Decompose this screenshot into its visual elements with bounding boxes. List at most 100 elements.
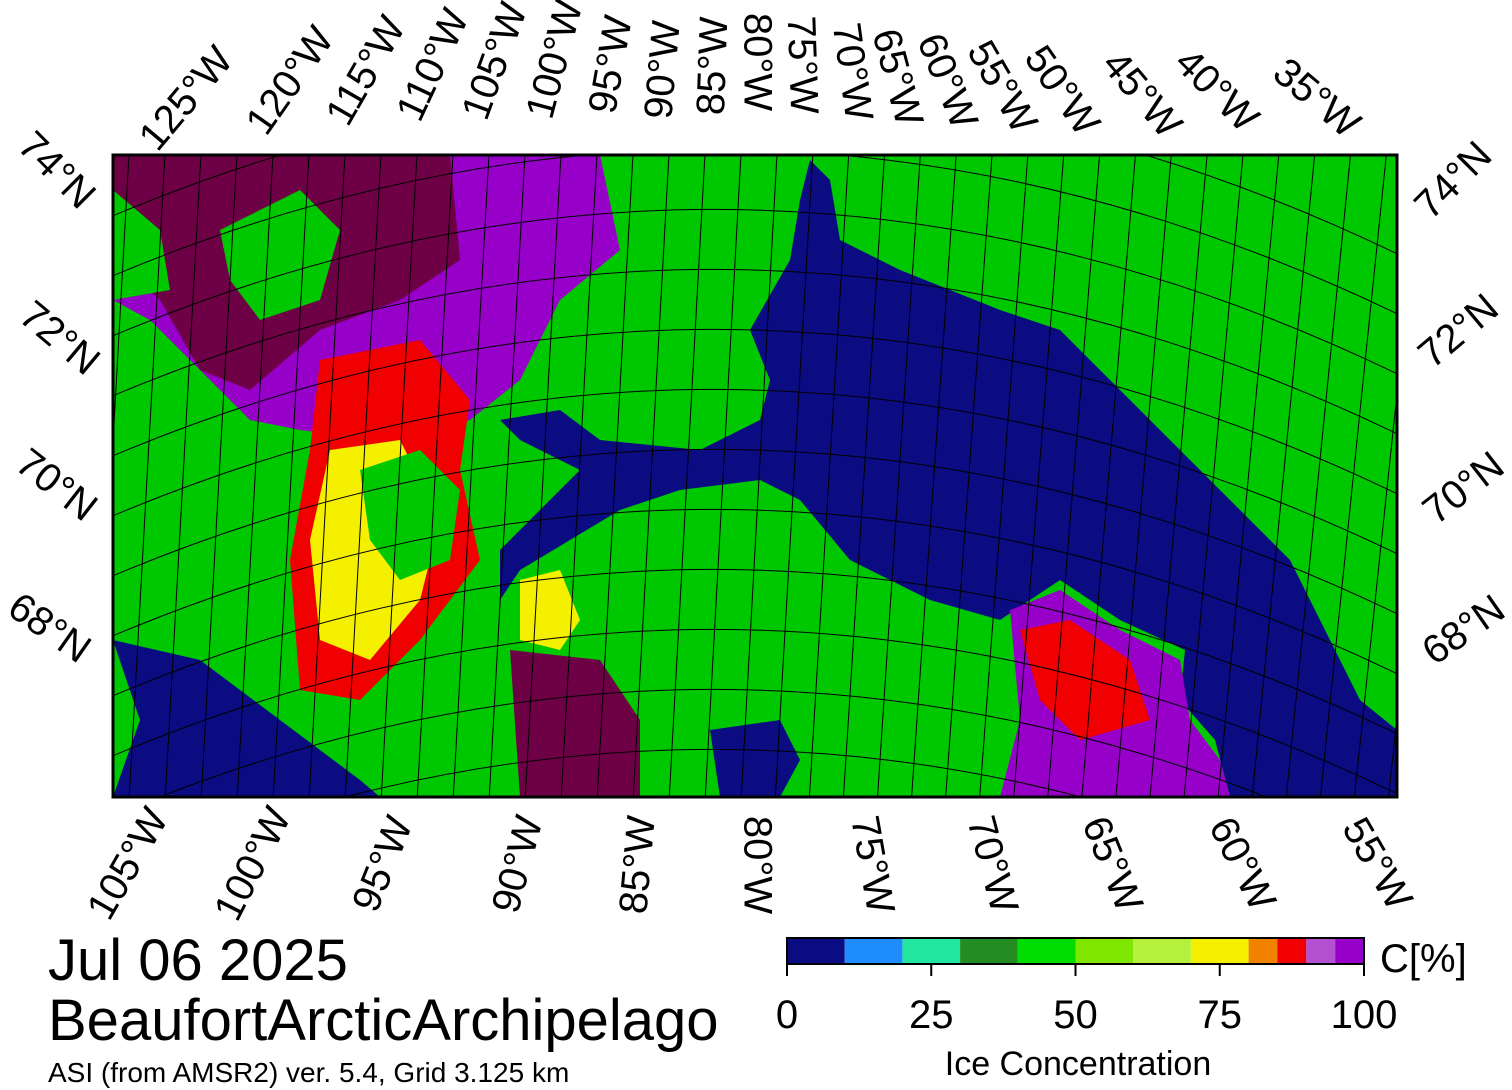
meridian: [236, 155, 274, 797]
colorbar-tick-label: 25: [909, 993, 954, 1037]
colorbar-segment: [1075, 938, 1134, 964]
coordinate-label: 72°N: [1410, 286, 1507, 377]
parallel: [113, 448, 1397, 615]
parallel: [113, 568, 1397, 735]
meridian: [452, 155, 490, 797]
meridian: [1285, 155, 1352, 797]
map-area: [113, 155, 1397, 797]
meridian: [1251, 155, 1316, 797]
sea: [500, 160, 1397, 797]
colorbar-label: Ice Concentration: [945, 1045, 1212, 1083]
meridian: [808, 155, 850, 797]
meridian: [668, 155, 706, 797]
meridian: [113, 155, 130, 452]
parallel: [113, 208, 1397, 375]
meridian: [1353, 388, 1397, 797]
meridian: [272, 155, 310, 797]
coordinate-label: 70°N: [1415, 443, 1512, 533]
meridian: [164, 155, 202, 797]
colorbar-tick-label: 100: [1331, 993, 1398, 1037]
coordinate-label: 40°W: [1166, 40, 1267, 141]
coordinate-label: 70°W: [958, 811, 1026, 918]
island: [220, 190, 340, 320]
coordinate-label: 80°W: [735, 816, 779, 914]
ice-area: [510, 650, 640, 797]
colorbar-unit: C[%]: [1380, 937, 1467, 981]
colorbar-segment: [787, 938, 845, 964]
coordinate-label: 45°W: [1093, 43, 1190, 147]
parallel: [113, 328, 1397, 495]
meridian: [1183, 155, 1244, 797]
region-name: BeaufortArcticArchipelago: [48, 988, 719, 1053]
meridian: [1081, 155, 1136, 797]
colorbar-tick-label: 50: [1053, 993, 1098, 1037]
coordinate-label: 90°W: [484, 811, 552, 918]
meridian: [380, 155, 418, 797]
coordinate-label: 85°W: [611, 814, 663, 916]
meridian: [842, 155, 885, 797]
meridian: [1047, 155, 1101, 797]
meridian: [488, 155, 526, 797]
meridian: [416, 155, 454, 797]
meridian: [1115, 155, 1172, 797]
meridian: [560, 155, 598, 797]
coordinate-label: 68°N: [0, 584, 98, 671]
parallel: [113, 268, 1397, 435]
coordinate-label: 72°N: [11, 293, 108, 384]
colorbar: 0 25 50 75 100: [776, 937, 1398, 1037]
coordinate-label: 105°W: [79, 800, 177, 927]
parallel: [113, 155, 1397, 255]
meridian: [1149, 155, 1208, 797]
meridian: [945, 155, 993, 797]
colorbar-segment: [1133, 938, 1191, 964]
colorbar-segment: [1190, 938, 1249, 964]
meridian: [1013, 155, 1065, 797]
subtitle: ASI (from AMSR2) ver. 5.4, Grid 3.125 km: [48, 1057, 569, 1088]
colorbar-segment: [1306, 938, 1336, 964]
parallel: [343, 748, 1084, 797]
coordinate-label: 90°W: [636, 19, 688, 121]
meridian: [911, 155, 957, 797]
island: [113, 190, 170, 300]
parallel: [113, 155, 1397, 315]
colorbar-segment: [1335, 938, 1364, 964]
parallel: [158, 688, 1268, 797]
coordinate-label: 74°N: [1406, 133, 1500, 227]
colorbar-segment: [1017, 938, 1076, 964]
coordinate-label: 75°W: [842, 812, 902, 917]
coordinate-label: 68°N: [1414, 586, 1512, 673]
meridian: [200, 155, 238, 797]
colorbar-segment: [1248, 938, 1278, 964]
coordinate-label: 120°W: [237, 18, 342, 142]
date: Jul 06 2025: [48, 928, 348, 993]
meridian: [632, 155, 670, 797]
coordinate-label: 125°W: [131, 38, 242, 159]
coordinate-label: 95°W: [580, 12, 640, 117]
colorbar-segment: [1277, 938, 1307, 964]
parallel: [113, 508, 1397, 675]
sea: [113, 640, 380, 797]
coordinate-label: 80°W: [735, 13, 779, 111]
sea: [710, 720, 800, 797]
meridian: [596, 155, 634, 797]
meridian: [740, 155, 778, 797]
colorbar-tick-label: 75: [1198, 993, 1243, 1037]
meridian: [1319, 155, 1387, 797]
colorbar-segment: [960, 938, 1018, 964]
meridian: [774, 155, 814, 797]
meridian: [979, 155, 1029, 797]
colorbar-segment: [844, 938, 903, 964]
coordinate-label: 85°W: [689, 16, 736, 116]
meridian: [128, 155, 166, 797]
colorbar-tick-label: 0: [776, 993, 798, 1037]
coordinate-label: 55°W: [1333, 810, 1420, 917]
meridian: [524, 155, 562, 797]
coordinate-label: 65°W: [1073, 810, 1151, 918]
coordinate-label: 35°W: [1265, 50, 1369, 147]
coordinate-label: 74°N: [10, 123, 104, 217]
parallel: [113, 388, 1397, 555]
meridian: [1217, 155, 1280, 797]
colorbar-segment: [902, 938, 961, 964]
ice-area: [1020, 620, 1150, 740]
